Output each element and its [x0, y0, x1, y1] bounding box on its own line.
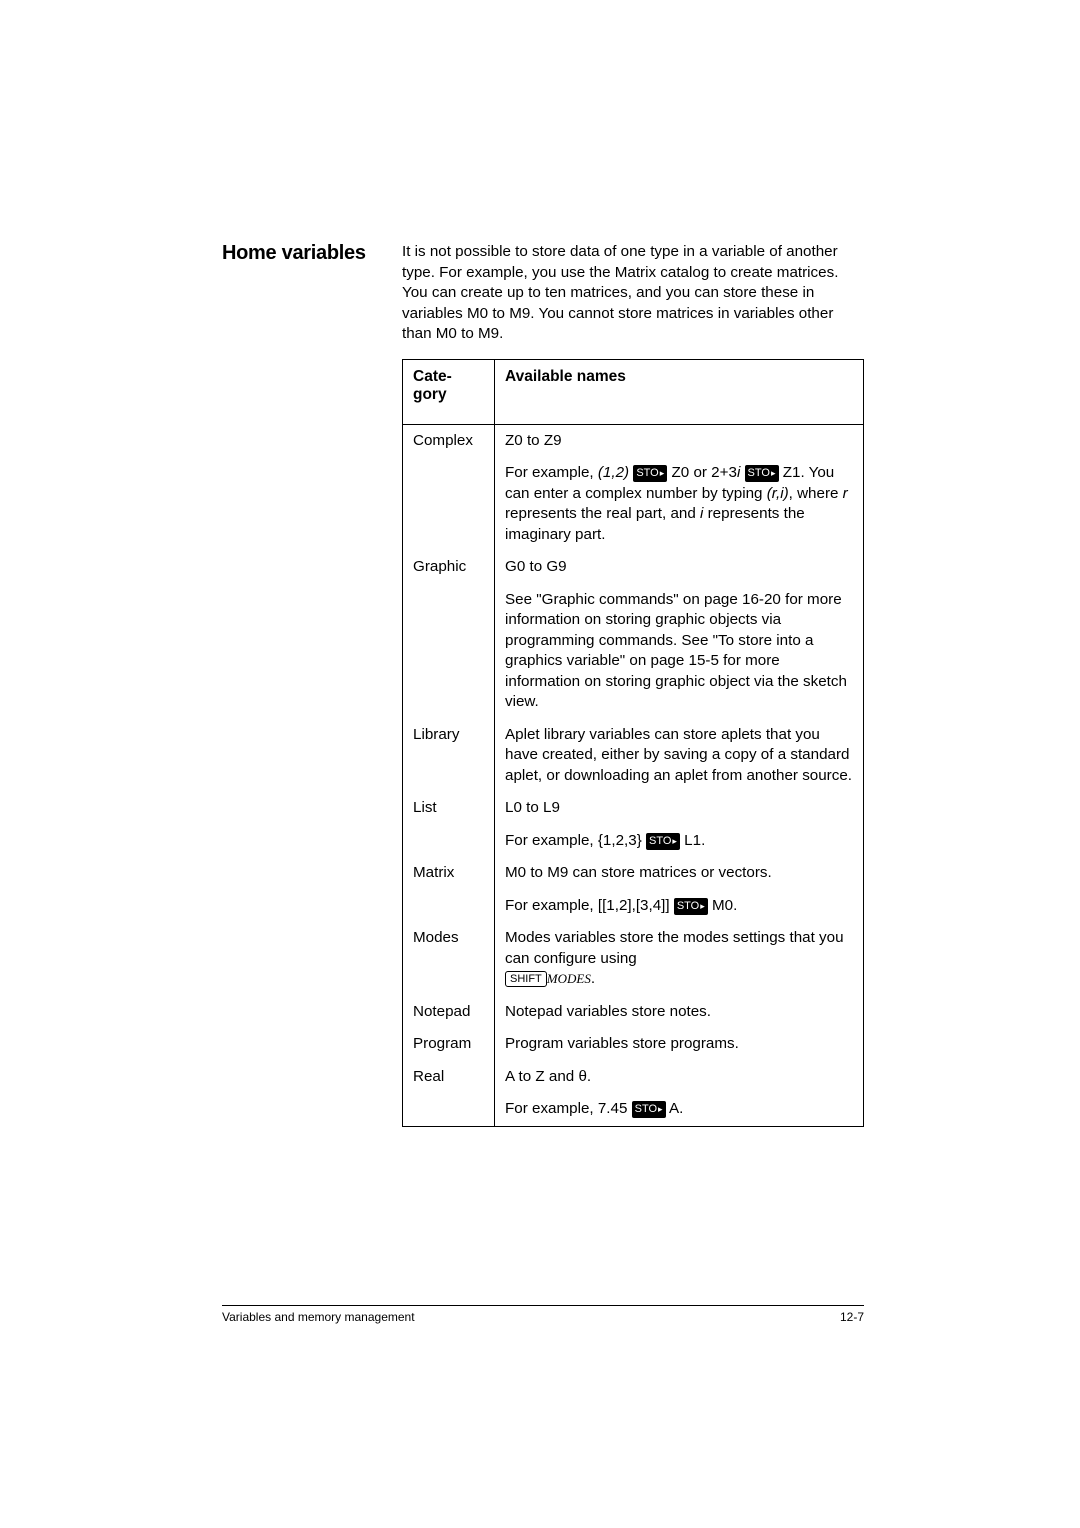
- text: represents the real part, and: [505, 505, 700, 522]
- sto-icon: STO: [745, 465, 779, 482]
- text: L1.: [680, 832, 705, 849]
- text: , where: [789, 485, 843, 502]
- table-row: See "Graphic commands" on page 16-20 for…: [403, 584, 864, 719]
- footer-title: Variables and memory management: [222, 1310, 415, 1324]
- cell-desc: For example, [[1,2],[3,4]] STO M0.: [495, 890, 864, 923]
- cell-category: Library: [403, 719, 495, 793]
- cell-desc: For example, (1,2) STO Z0 or 2+3i STO Z1…: [495, 457, 864, 551]
- cell-category: Notepad: [403, 996, 495, 1029]
- cell-category: [403, 584, 495, 719]
- cell-desc: See "Graphic commands" on page 16-20 for…: [495, 584, 864, 719]
- variables-table: Cate-gory Available names Complex Z0 to …: [402, 359, 864, 1127]
- cell-category: Matrix: [403, 857, 495, 890]
- sto-icon: STO: [632, 1101, 666, 1118]
- table-row: List L0 to L9: [403, 792, 864, 825]
- cell-desc: Modes variables store the modes settings…: [495, 922, 864, 996]
- cell-desc: Program variables store programs.: [495, 1028, 864, 1061]
- footer-page-number: 12-7: [840, 1310, 864, 1324]
- header-category: Cate-gory: [403, 359, 495, 424]
- cell-category: [403, 1093, 495, 1126]
- section-heading: Home variables: [222, 242, 380, 265]
- cell-category: Modes: [403, 922, 495, 996]
- cell-category: [403, 825, 495, 858]
- cell-names: L0 to L9: [495, 792, 864, 825]
- text: Z0 or 2+3: [667, 464, 737, 481]
- table-row: Program Program variables store programs…: [403, 1028, 864, 1061]
- intro-paragraph: It is not possible to store data of one …: [402, 242, 864, 345]
- text: .: [591, 970, 595, 987]
- text-italic: r: [843, 485, 848, 502]
- text: A.: [666, 1100, 684, 1117]
- text: For example, {1,2,3}: [505, 832, 646, 849]
- cell-names: Z0 to Z9: [495, 424, 864, 457]
- cell-category: [403, 890, 495, 923]
- text: For example,: [505, 464, 598, 481]
- cell-names: G0 to G9: [495, 551, 864, 584]
- cell-desc: Aplet library variables can store aplets…: [495, 719, 864, 793]
- table-row: Complex Z0 to Z9: [403, 424, 864, 457]
- header-available-names: Available names: [495, 359, 864, 424]
- right-column: It is not possible to store data of one …: [402, 242, 864, 1127]
- cell-desc: Notepad variables store notes.: [495, 996, 864, 1029]
- page-footer: Variables and memory management 12-7: [222, 1305, 864, 1324]
- cell-names: M0 to M9 can store matrices or vectors.: [495, 857, 864, 890]
- table-header-row: Cate-gory Available names: [403, 359, 864, 424]
- table-row: Library Aplet library variables can stor…: [403, 719, 864, 793]
- cell-category: Graphic: [403, 551, 495, 584]
- text-italic: i: [737, 464, 740, 481]
- cell-names: A to Z and θ.: [495, 1061, 864, 1094]
- table-row: Graphic G0 to G9: [403, 551, 864, 584]
- text: Modes variables store the modes settings…: [505, 929, 844, 967]
- cell-category: Complex: [403, 424, 495, 457]
- shift-key-icon: SHIFT: [505, 971, 547, 986]
- text-italic: (r,i): [767, 485, 789, 502]
- sto-icon: STO: [674, 898, 708, 915]
- left-column: Home variables: [222, 242, 380, 1127]
- table-row: For example, (1,2) STO Z0 or 2+3i STO Z1…: [403, 457, 864, 551]
- table-row: Matrix M0 to M9 can store matrices or ve…: [403, 857, 864, 890]
- cell-category: List: [403, 792, 495, 825]
- table-row: For example, [[1,2],[3,4]] STO M0.: [403, 890, 864, 923]
- cell-desc: For example, 7.45 STO A.: [495, 1093, 864, 1126]
- sto-icon: STO: [633, 465, 667, 482]
- table-row: Real A to Z and θ.: [403, 1061, 864, 1094]
- cell-desc: For example, {1,2,3} STO L1.: [495, 825, 864, 858]
- text: For example, [[1,2],[3,4]]: [505, 897, 674, 914]
- cell-category: Real: [403, 1061, 495, 1094]
- table-row: Modes Modes variables store the modes se…: [403, 922, 864, 996]
- table-row: For example, {1,2,3} STO L1.: [403, 825, 864, 858]
- modes-key-label: MODES: [547, 971, 591, 986]
- cell-category: [403, 457, 495, 551]
- table-row: For example, 7.45 STO A.: [403, 1093, 864, 1126]
- text: For example, 7.45: [505, 1100, 632, 1117]
- text-italic: (1,2): [598, 464, 629, 481]
- text: M0.: [708, 897, 738, 914]
- sto-icon: STO: [646, 833, 680, 850]
- main-content: Home variables It is not possible to sto…: [222, 242, 864, 1127]
- cell-category: Program: [403, 1028, 495, 1061]
- table-row: Notepad Notepad variables store notes.: [403, 996, 864, 1029]
